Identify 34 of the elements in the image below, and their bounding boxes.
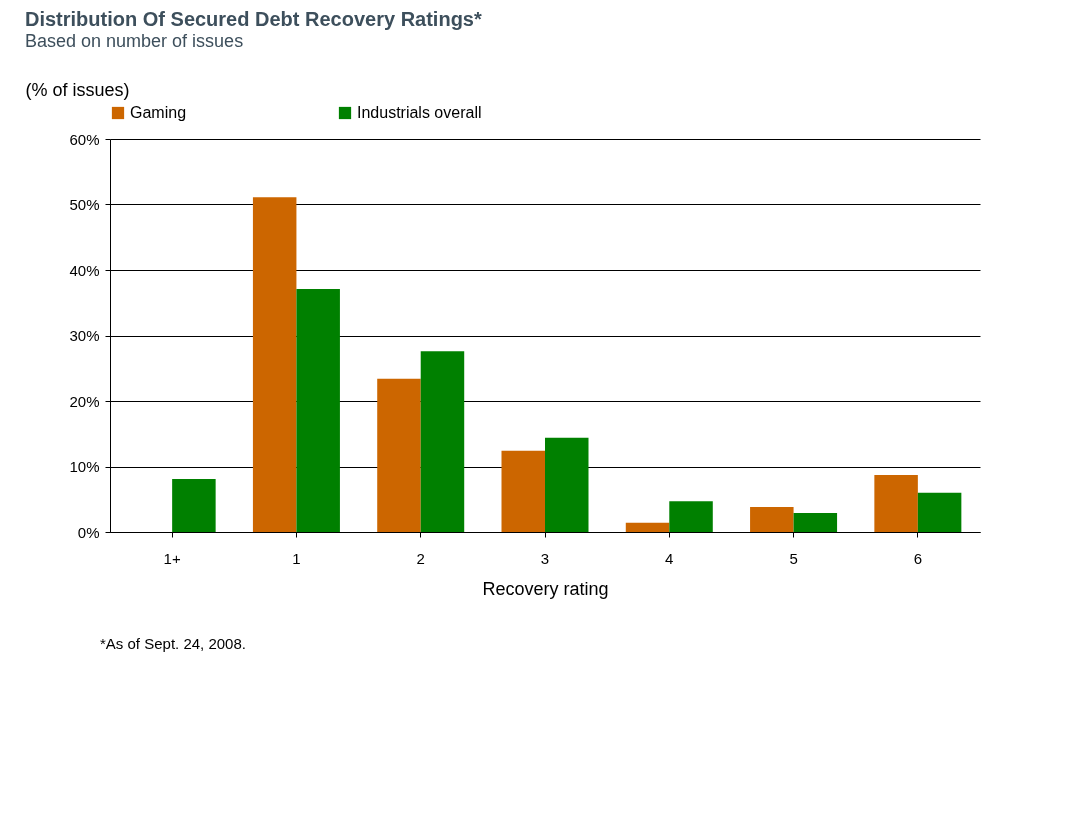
y-tick-label: 0% xyxy=(77,523,100,541)
bar xyxy=(750,507,794,532)
x-tick-label: 5 xyxy=(789,549,798,567)
x-tick-label: 4 xyxy=(665,549,674,567)
bar xyxy=(377,378,421,532)
bar xyxy=(420,351,465,532)
chart-title: Distribution Of Secured Debt Recovery Ratings* xyxy=(25,8,482,30)
bar xyxy=(917,492,962,532)
y-tick-label: 40% xyxy=(69,261,100,279)
x-axis-title: Recovery rating xyxy=(482,578,609,599)
legend-label: Industrials overall xyxy=(357,104,482,121)
y-tick-label: 50% xyxy=(69,196,100,213)
x-tick-label: 1 xyxy=(292,549,301,567)
y-axis-title: (% of issues) xyxy=(25,79,130,100)
bar xyxy=(793,513,838,532)
bar xyxy=(545,437,589,532)
text: *As of Sept. 24, 2008. xyxy=(100,635,246,652)
bar xyxy=(874,475,918,532)
x-tick-label: 3 xyxy=(540,549,550,567)
y-tick-label: 10% xyxy=(69,458,100,475)
x-tick-label: 2 xyxy=(416,549,425,567)
y-tick-label: 60% xyxy=(69,130,100,148)
bar xyxy=(625,522,670,532)
bar xyxy=(669,501,713,532)
x-tick-label: 6 xyxy=(913,549,923,567)
bar xyxy=(172,478,216,532)
y-tick-label: 20% xyxy=(69,392,100,410)
chart-subtitle: Based on number of issues xyxy=(25,31,244,51)
bar xyxy=(296,289,340,532)
bar xyxy=(252,197,297,532)
legend-label: Gaming xyxy=(130,104,187,121)
y-tick-label: 30% xyxy=(69,327,100,344)
bar xyxy=(501,450,545,532)
x-tick-label: 1+ xyxy=(163,549,181,567)
